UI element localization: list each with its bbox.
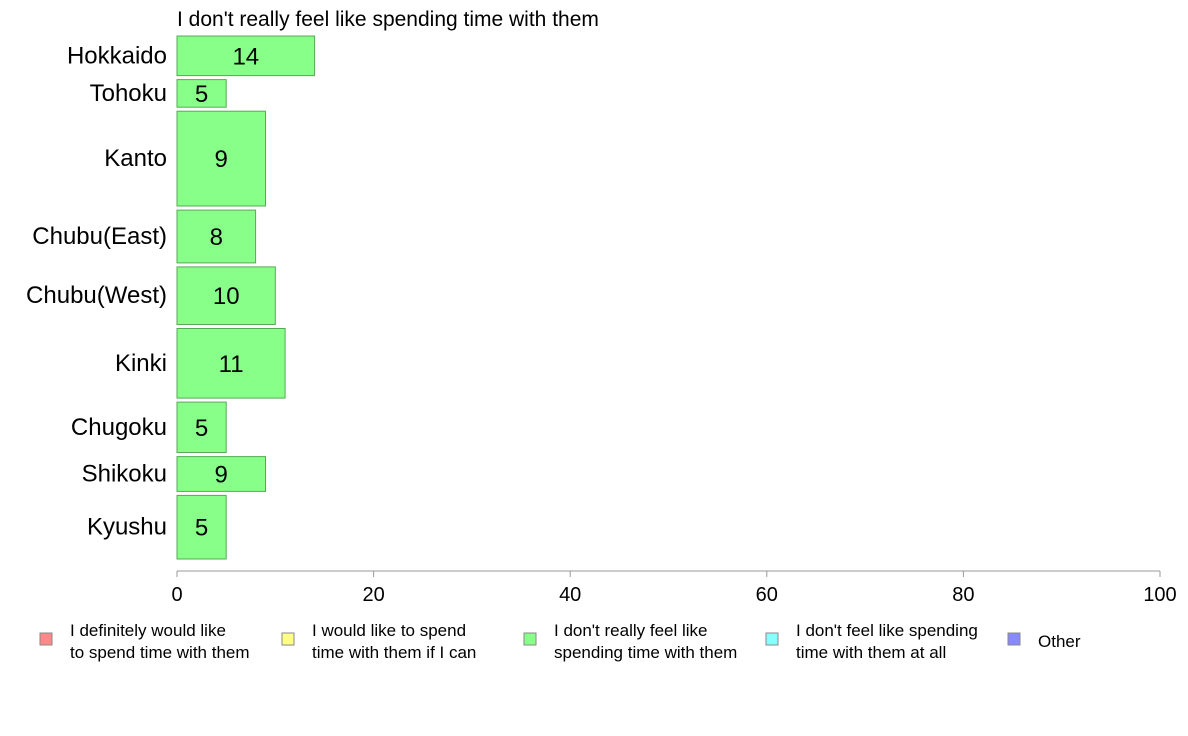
bar-kinki: [176, 328, 286, 399]
legend-label: I definitely would like: [70, 621, 226, 640]
bar-kyushu: [176, 494, 227, 560]
category-label: Tohoku: [90, 80, 167, 107]
bar-value-label: 9: [215, 462, 228, 489]
bar-value-label: 14: [232, 43, 259, 70]
bar-value-label: 11: [219, 351, 244, 378]
bar-value-label: 10: [213, 283, 240, 310]
x-tick-label: 60: [756, 584, 778, 606]
bar-value-label: 5: [195, 415, 208, 442]
legend-label: I don't really feel like: [554, 621, 708, 640]
bar-hokkaido: [176, 35, 316, 77]
category-label: Kinki: [115, 350, 167, 377]
category-label: Kanto: [104, 145, 167, 172]
bar-chugoku: [176, 401, 227, 454]
bar-value-label: 9: [215, 146, 228, 173]
legend-item: Other: [1007, 632, 1081, 651]
x-tick-label: 20: [362, 584, 384, 606]
legend-label: Other: [1038, 632, 1081, 651]
bar-value-label: 5: [195, 515, 208, 542]
bar-chubu-east: [176, 209, 257, 264]
x-axis: 0 20 40 60 80 100: [171, 570, 1177, 606]
legend-label: spending time with them: [554, 643, 737, 662]
bar-value-label: 8: [210, 224, 223, 251]
legend-label: I don't feel like spending: [796, 621, 978, 640]
legend-label: time with them at all: [796, 643, 946, 662]
legend-swatch: [1007, 632, 1021, 646]
x-tick-label: 0: [171, 584, 182, 606]
legend-item: I don't really feel like spending time wi…: [523, 621, 737, 662]
legend-label: time with them if I can: [312, 643, 476, 662]
x-tick-label: 80: [952, 584, 974, 606]
bar-tohoku: [176, 79, 227, 108]
category-label: Chubu(East): [32, 223, 167, 250]
category-label: Chugoku: [71, 414, 167, 441]
legend-label: to spend time with them: [70, 643, 250, 662]
category-label: Kyushu: [87, 514, 167, 541]
chart-title: I don't really feel like spending time w…: [177, 8, 599, 31]
bar-chubu-west: [176, 266, 276, 325]
legend: I definitely would like to spend time wit…: [39, 621, 1081, 662]
bar-kanto: [176, 110, 266, 207]
bar-shikoku: [176, 456, 266, 492]
x-tick-label: 40: [559, 584, 581, 606]
legend-label: I would like to spend: [312, 621, 466, 640]
category-label: Shikoku: [82, 461, 167, 488]
legend-swatch: [39, 632, 53, 646]
bars-layer: Hokkaido 14 Tohoku 5 Kanto 9 Chubu(East) 8 Chubu…: [26, 35, 316, 560]
legend-swatch: [281, 632, 295, 646]
legend-swatch: [523, 632, 537, 646]
category-label: Chubu(West): [26, 282, 167, 309]
bar-value-label: 5: [195, 81, 208, 108]
legend-item: I don't feel like spending time with them…: [765, 621, 978, 662]
category-label: Hokkaido: [67, 42, 167, 69]
legend-item: I definitely would like to spend time wit…: [39, 621, 250, 662]
legend-swatch: [765, 632, 779, 646]
x-tick-label: 100: [1143, 584, 1176, 606]
legend-item: I would like to spend time with them if I…: [281, 621, 476, 662]
